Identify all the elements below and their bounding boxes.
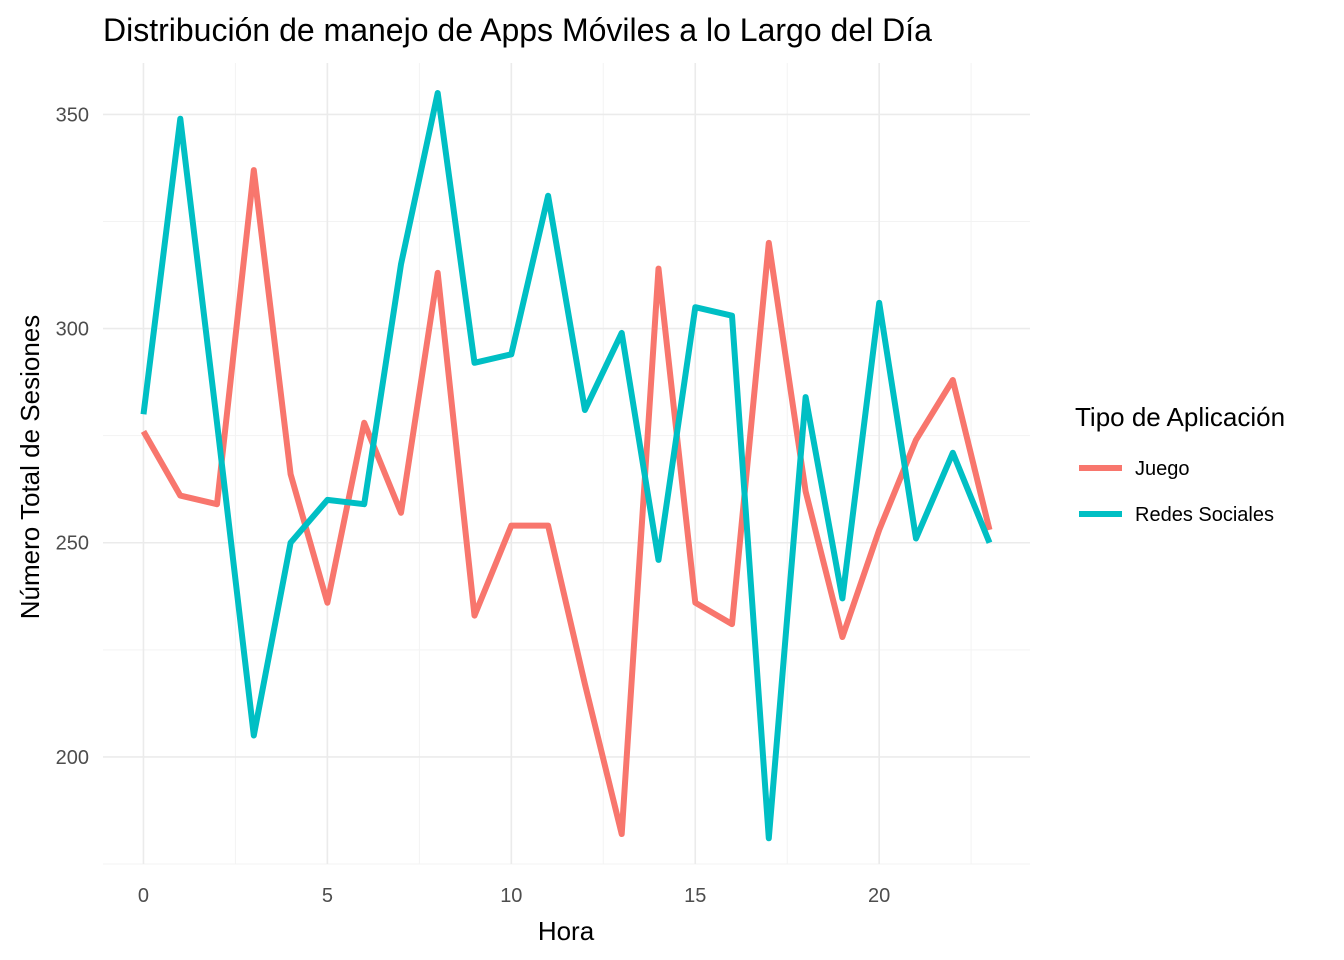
x-axis-label: Hora — [538, 916, 595, 946]
series-lines — [140, 90, 993, 842]
legend-title: Tipo de Aplicación — [1075, 402, 1285, 432]
y-tick-label: 200 — [56, 747, 89, 769]
x-tick-label: 10 — [500, 885, 522, 907]
legend-label-redes-sociales: Redes Sociales — [1135, 504, 1274, 526]
x-tick-label: 20 — [868, 885, 890, 907]
x-tick-label: 5 — [322, 885, 333, 907]
legend: Tipo de Aplicación Juego Redes Sociales — [1075, 402, 1285, 526]
y-tick-label: 300 — [56, 319, 89, 341]
x-tick-label: 0 — [138, 885, 149, 907]
legend-items: Juego Redes Sociales — [1079, 458, 1274, 526]
y-tick-label: 350 — [56, 104, 89, 126]
series-line-redes-sociales — [140, 90, 993, 842]
grid — [103, 63, 1030, 865]
series-line-juego — [140, 167, 993, 837]
legend-label-juego: Juego — [1135, 458, 1190, 480]
y-axis-label: Número Total de Sesiones — [15, 315, 45, 619]
x-tick-label: 15 — [684, 885, 706, 907]
chart-title: Distribución de manejo de Apps Móviles a… — [103, 12, 932, 48]
y-tick-label: 250 — [56, 533, 89, 555]
tick-labels: 200 250 300 350 0 5 10 15 20 — [56, 104, 891, 907]
